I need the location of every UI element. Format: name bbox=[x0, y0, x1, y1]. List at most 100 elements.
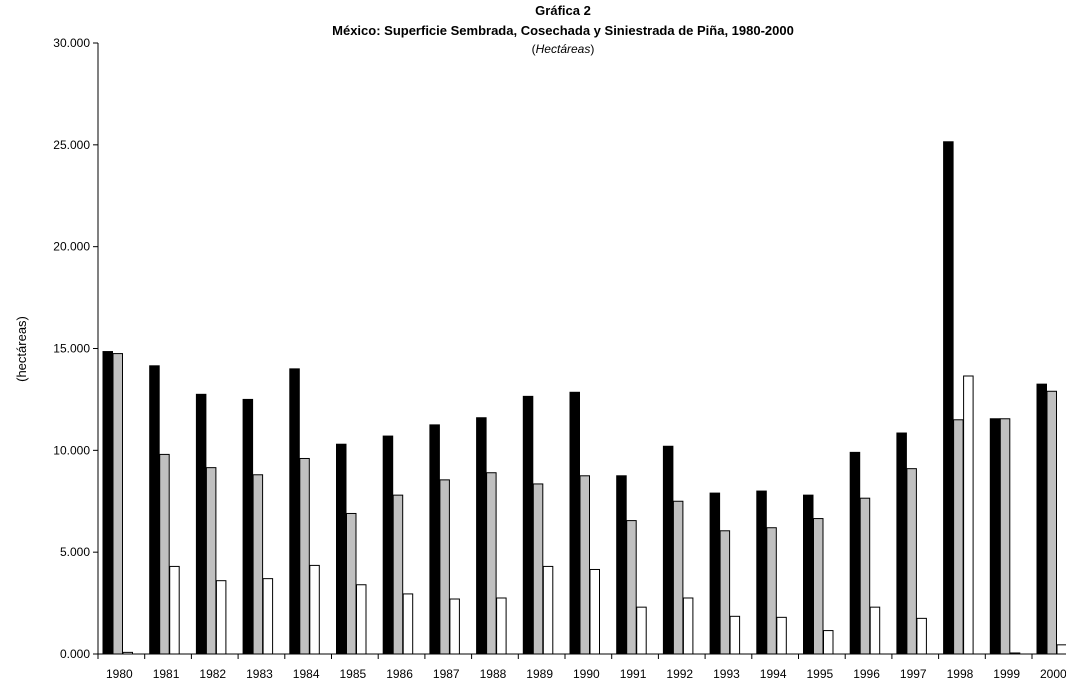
y-tick-label: 5.000 bbox=[60, 545, 90, 559]
bar-2000-series-2 bbox=[1046, 390, 1057, 655]
bar-1982-series-3 bbox=[215, 580, 227, 655]
bar-1985-series-1 bbox=[336, 443, 347, 655]
bar-1988-series-3 bbox=[496, 597, 507, 655]
bar-1996-series-2 bbox=[859, 497, 871, 655]
bar-1992-series-1 bbox=[662, 445, 674, 655]
bar-1986-series-3 bbox=[402, 593, 414, 655]
bar-2000-series-3 bbox=[1056, 644, 1066, 655]
bar-1997-series-3 bbox=[916, 617, 927, 655]
y-tick-label: 10.000 bbox=[53, 443, 90, 457]
bar-1989-series-1 bbox=[522, 395, 534, 655]
bar-1983-series-3 bbox=[262, 578, 274, 655]
x-tick-label: 1999 bbox=[993, 667, 1020, 681]
bar-1981-series-3 bbox=[169, 565, 180, 655]
bar-1984-series-1 bbox=[289, 368, 300, 655]
unit-close-paren: ) bbox=[590, 42, 594, 56]
bar-1997-series-2 bbox=[906, 468, 917, 655]
y-axis-label: (hectáreas) bbox=[14, 316, 29, 382]
bar-1988-series-1 bbox=[476, 417, 487, 655]
y-tick-label: 30.000 bbox=[53, 36, 90, 50]
bar-1994-series-1 bbox=[756, 490, 767, 655]
x-tick-label: 1998 bbox=[947, 667, 974, 681]
bar-1995-series-2 bbox=[813, 518, 824, 655]
chart-unit-line: (Hectáreas) bbox=[532, 42, 595, 56]
x-tick-label: 1985 bbox=[339, 667, 366, 681]
bar-1980-series-2 bbox=[112, 353, 123, 655]
plot-area: 0.000 5.000 10.000 15.000 20.000 25.000 30.000… bbox=[53, 36, 1066, 681]
bar-1985-series-2 bbox=[346, 512, 357, 655]
bar-1995-series-3 bbox=[823, 630, 834, 655]
bar-1987-series-2 bbox=[439, 479, 450, 655]
x-tick-label: 1988 bbox=[480, 667, 507, 681]
y-tick-label: 15.000 bbox=[53, 342, 90, 356]
chart-subtitle: México: Superficie Sembrada, Cosechada y… bbox=[332, 23, 794, 38]
bar-1993-series-2 bbox=[719, 530, 731, 655]
bar-1991-series-1 bbox=[616, 475, 627, 655]
x-tick-label: 1983 bbox=[246, 667, 273, 681]
bar-1986-series-2 bbox=[392, 494, 404, 655]
bar-1991-series-3 bbox=[636, 606, 647, 655]
y-tick-label: 0.000 bbox=[60, 647, 90, 661]
bar-1980-series-3 bbox=[122, 651, 133, 655]
x-tick-label: 1994 bbox=[760, 667, 787, 681]
bar-1994-series-2 bbox=[766, 527, 777, 655]
y-tick-label: 25.000 bbox=[53, 138, 90, 152]
bar-1998-series-3 bbox=[963, 375, 974, 655]
bar-1993-series-3 bbox=[729, 615, 741, 655]
bar-1987-series-3 bbox=[449, 598, 460, 655]
bar-1998-series-2 bbox=[953, 419, 964, 655]
bar-1981-series-1 bbox=[149, 365, 160, 655]
x-tick-label: 1986 bbox=[386, 667, 413, 681]
bar-1998-series-1 bbox=[943, 141, 954, 655]
bar-1982-series-2 bbox=[205, 467, 217, 655]
x-tick-label: 1991 bbox=[620, 667, 647, 681]
bar-1988-series-2 bbox=[486, 472, 497, 655]
bar-1984-series-2 bbox=[299, 457, 310, 655]
x-tick-label: 1993 bbox=[713, 667, 740, 681]
bar-1999-series-1 bbox=[989, 418, 1001, 655]
bar-1991-series-2 bbox=[626, 520, 637, 655]
bar-1999-series-2 bbox=[999, 418, 1011, 655]
x-tick-label: 1995 bbox=[806, 667, 833, 681]
x-tick-label: 1981 bbox=[153, 667, 180, 681]
x-tick-label: 1984 bbox=[293, 667, 320, 681]
bar-1996-series-3 bbox=[869, 606, 881, 655]
unit-text: Hectáreas bbox=[536, 42, 591, 56]
x-tick-label: 1989 bbox=[526, 667, 553, 681]
x-tick-label: 1997 bbox=[900, 667, 927, 681]
bar-1987-series-1 bbox=[429, 424, 440, 655]
bar-1997-series-1 bbox=[896, 432, 907, 655]
x-tick-label: 1982 bbox=[199, 667, 226, 681]
bar-1981-series-2 bbox=[159, 453, 170, 655]
bar-1985-series-3 bbox=[356, 584, 367, 655]
x-tick-label: 2000 bbox=[1040, 667, 1066, 681]
bar-1990-series-2 bbox=[579, 475, 590, 655]
bar-1994-series-3 bbox=[776, 616, 787, 655]
bar-1990-series-1 bbox=[569, 391, 580, 655]
x-tick-label: 1992 bbox=[666, 667, 693, 681]
x-tick-label: 1980 bbox=[106, 667, 133, 681]
bar-1989-series-2 bbox=[532, 483, 544, 655]
bar-1999-series-3 bbox=[1009, 652, 1021, 655]
bar-1990-series-3 bbox=[589, 568, 600, 655]
x-tick-label: 1996 bbox=[853, 667, 880, 681]
bar-1983-series-2 bbox=[252, 474, 264, 655]
bar-1995-series-1 bbox=[803, 494, 814, 655]
bar-1980-series-1 bbox=[102, 351, 113, 655]
chart-title: Gráfica 2 bbox=[535, 3, 591, 18]
bar-1993-series-1 bbox=[709, 492, 721, 655]
bar-1983-series-1 bbox=[242, 398, 254, 655]
bar-1992-series-2 bbox=[672, 500, 684, 655]
unit-open-paren: ( bbox=[532, 42, 536, 56]
bar-2000-series-1 bbox=[1036, 383, 1047, 655]
bar-1992-series-3 bbox=[682, 597, 694, 655]
bar-1986-series-1 bbox=[382, 435, 394, 655]
x-tick-label: 1987 bbox=[433, 667, 460, 681]
x-tick-label: 1990 bbox=[573, 667, 600, 681]
bar-1984-series-3 bbox=[309, 564, 320, 655]
y-tick-label: 20.000 bbox=[53, 240, 90, 254]
bar-1982-series-1 bbox=[195, 393, 207, 655]
bar-1989-series-3 bbox=[542, 565, 554, 655]
